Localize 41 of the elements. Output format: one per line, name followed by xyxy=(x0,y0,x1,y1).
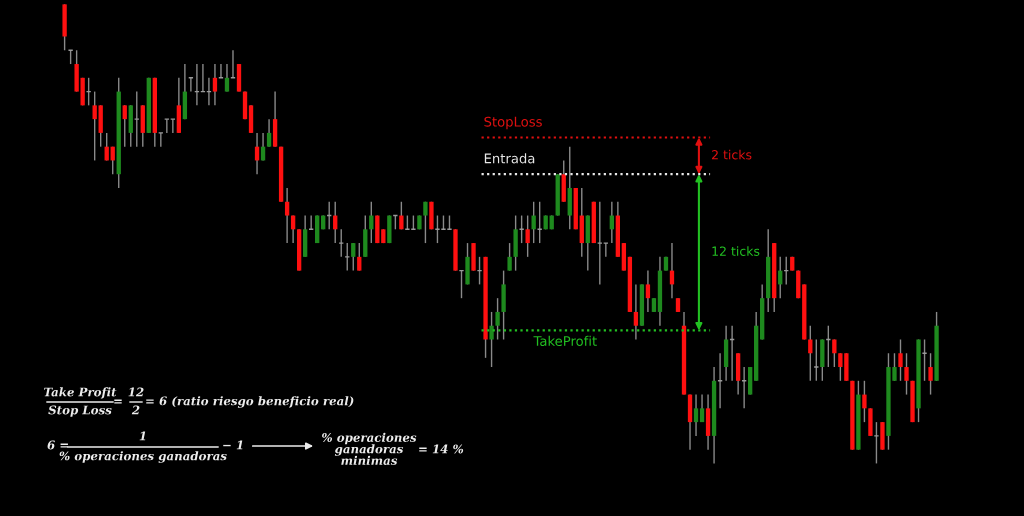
candlestick xyxy=(904,352,909,396)
candlestick xyxy=(693,393,699,437)
candlestick xyxy=(525,214,530,258)
annotation: 1 xyxy=(139,431,146,441)
candlestick xyxy=(224,63,230,93)
candlestick xyxy=(351,242,356,272)
candlestick xyxy=(399,201,404,231)
candlestick xyxy=(832,338,837,368)
candlestick xyxy=(266,118,272,148)
annotation: Take Profit xyxy=(44,387,117,399)
annotation: Stop Loss xyxy=(48,405,112,417)
candlestick xyxy=(862,380,867,423)
candlestick xyxy=(928,352,933,396)
annotation: 12 ticks xyxy=(712,246,760,256)
annotation: 2 ticks xyxy=(712,149,752,160)
candlestick xyxy=(212,63,218,107)
candlestick xyxy=(284,187,290,244)
candlestick xyxy=(645,269,651,313)
candlestick xyxy=(423,201,428,244)
candlestick xyxy=(507,242,512,272)
annotation: − 1 xyxy=(223,440,243,450)
candlestick xyxy=(489,311,494,368)
candlestick xyxy=(633,283,639,341)
annotation: % operaciones ganadoras xyxy=(59,451,227,463)
annotation: 6 = xyxy=(47,440,68,450)
candlestick xyxy=(808,325,813,382)
annotation: = 14 % xyxy=(419,444,464,454)
ref-line-label: Entrada xyxy=(484,153,535,164)
candlestick xyxy=(699,393,705,423)
candlestick xyxy=(495,297,500,341)
ref-line-label: StopLoss xyxy=(484,116,542,130)
ref-line-label: TakeProfit xyxy=(533,335,597,347)
candlestick xyxy=(898,338,903,382)
annotation: = xyxy=(114,399,122,404)
annotation: 12 xyxy=(128,387,144,397)
candlestick xyxy=(357,242,362,272)
candlestick xyxy=(92,90,97,162)
annotation: % operaciones ganadoras minimas xyxy=(322,432,417,465)
annotation: 2 xyxy=(131,405,140,415)
candlestick xyxy=(122,104,127,148)
annotation: = 6 (ratio riesgo beneficio real) xyxy=(146,396,354,408)
